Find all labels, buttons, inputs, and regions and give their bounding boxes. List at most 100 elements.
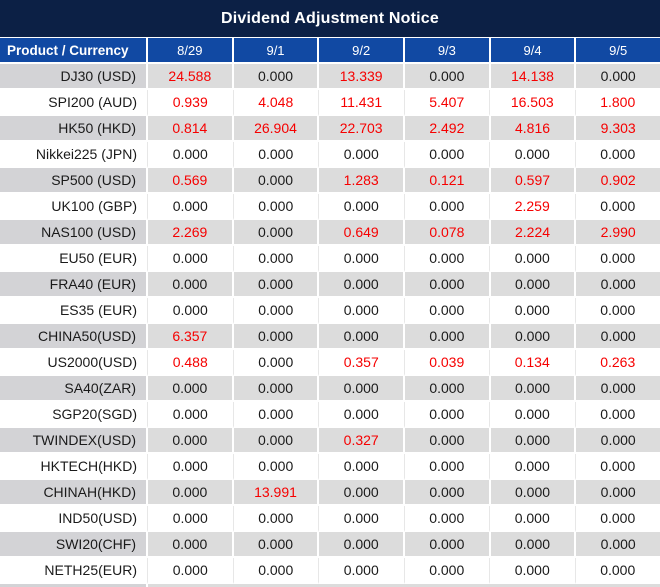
- product-label-cell: SWI20(CHF): [0, 532, 148, 558]
- product-label-cell: IND50(USD): [0, 506, 148, 532]
- value-cell: 0.134: [490, 350, 576, 376]
- value-cell: 0.000: [404, 246, 490, 272]
- value-cell: 0.000: [575, 558, 660, 584]
- value-cell: 16.503: [490, 90, 576, 116]
- value-cell: 13.339: [319, 64, 406, 90]
- product-label-cell: FRA40 (EUR): [0, 272, 148, 298]
- value-cell: 0.000: [575, 142, 660, 168]
- value-cell: 0.000: [490, 480, 577, 506]
- value-cell: 4.048: [233, 90, 319, 116]
- value-cell: 0.000: [576, 480, 660, 506]
- value-cell: 0.000: [490, 558, 576, 584]
- value-cell: 0.000: [148, 246, 234, 272]
- value-cell: 6.357: [148, 324, 234, 350]
- value-cell: 0.000: [148, 298, 234, 324]
- value-cell: 0.000: [319, 272, 406, 298]
- value-cell: 0.000: [233, 350, 319, 376]
- table-row: DJ30 (USD) 24.588 0.000 13.339 0.000 14.…: [0, 64, 660, 90]
- value-cell: 2.259: [490, 194, 576, 220]
- value-cell: 2.269: [148, 220, 234, 246]
- table-title: Dividend Adjustment Notice: [0, 0, 660, 38]
- value-cell: 0.000: [404, 454, 490, 480]
- value-cell: 0.000: [148, 558, 234, 584]
- product-label-cell: DJ30 (USD): [0, 64, 148, 90]
- value-cell: 26.904: [233, 116, 320, 142]
- partial-next-row-values: [148, 584, 660, 587]
- product-label-cell: NETH25(EUR): [0, 558, 148, 584]
- partial-next-row-label-cell: [0, 584, 148, 587]
- value-cell: 9.303: [576, 116, 660, 142]
- value-cell: 0.000: [576, 376, 660, 402]
- table-row: NAS100 (USD) 2.269 0.000 0.649 0.078 2.2…: [0, 220, 660, 246]
- value-cell: 0.814: [148, 116, 234, 142]
- value-cell: 0.000: [148, 480, 234, 506]
- product-label-cell: CHINA50(USD): [0, 324, 148, 350]
- value-cell: 0.000: [148, 272, 234, 298]
- column-header-date-5: 9/4: [490, 38, 577, 64]
- column-header-product-currency: Product / Currency: [0, 38, 148, 64]
- product-label-cell: CHINAH(HKD): [0, 480, 148, 506]
- value-cell: 1.800: [575, 90, 660, 116]
- value-cell: 2.224: [490, 220, 577, 246]
- header-row: Product / Currency 8/29 9/1 9/2 9/3 9/4 …: [0, 38, 660, 64]
- value-cell: 0.000: [490, 532, 577, 558]
- value-cell: 0.000: [148, 376, 234, 402]
- table-row: SP500 (USD) 0.569 0.000 1.283 0.121 0.59…: [0, 168, 660, 194]
- product-label-cell: HK50 (HKD): [0, 116, 148, 142]
- value-cell: 0.000: [405, 428, 491, 454]
- table-row: CHINAH(HKD) 0.000 13.991 0.000 0.000 0.0…: [0, 480, 660, 506]
- value-cell: 0.000: [405, 272, 491, 298]
- value-cell: 0.569: [148, 168, 234, 194]
- value-cell: 0.000: [576, 64, 660, 90]
- value-cell: 22.703: [319, 116, 406, 142]
- product-label-cell: SP500 (USD): [0, 168, 148, 194]
- value-cell: 0.000: [233, 428, 320, 454]
- value-cell: 0.000: [233, 298, 319, 324]
- value-cell: 0.000: [148, 532, 234, 558]
- table-row: UK100 (GBP) 0.000 0.000 0.000 0.000 2.25…: [0, 194, 660, 220]
- value-cell: 0.000: [490, 142, 576, 168]
- table-row: SWI20(CHF) 0.000 0.000 0.000 0.000 0.000…: [0, 532, 660, 558]
- value-cell: 2.492: [405, 116, 491, 142]
- value-cell: 0.000: [576, 532, 660, 558]
- table-row: FRA40 (EUR) 0.000 0.000 0.000 0.000 0.00…: [0, 272, 660, 298]
- value-cell: 0.000: [490, 402, 576, 428]
- table-row: ES35 (EUR) 0.000 0.000 0.000 0.000 0.000…: [0, 298, 660, 324]
- value-cell: 24.588: [148, 64, 234, 90]
- value-cell: 0.000: [405, 376, 491, 402]
- column-header-date-3: 9/2: [319, 38, 406, 64]
- value-cell: 0.000: [405, 532, 491, 558]
- value-cell: 0.000: [576, 324, 660, 350]
- value-cell: 0.902: [576, 168, 660, 194]
- value-cell: 0.000: [575, 246, 660, 272]
- value-cell: 0.000: [233, 142, 319, 168]
- value-cell: 2.990: [576, 220, 660, 246]
- value-cell: 0.000: [319, 324, 406, 350]
- value-cell: 0.000: [233, 246, 319, 272]
- value-cell: 0.000: [405, 480, 491, 506]
- value-cell: 0.000: [233, 194, 319, 220]
- value-cell: 0.939: [148, 90, 234, 116]
- table-row: SGP20(SGD) 0.000 0.000 0.000 0.000 0.000…: [0, 402, 660, 428]
- product-label-cell: TWINDEX(USD): [0, 428, 148, 454]
- value-cell: 0.000: [319, 142, 405, 168]
- value-cell: 0.000: [575, 454, 660, 480]
- table-row: SA40(ZAR) 0.000 0.000 0.000 0.000 0.000 …: [0, 376, 660, 402]
- value-cell: 11.431: [319, 90, 405, 116]
- value-cell: 0.000: [233, 168, 320, 194]
- value-cell: 0.000: [148, 428, 234, 454]
- value-cell: 0.000: [490, 506, 576, 532]
- value-cell: 0.000: [319, 506, 405, 532]
- value-cell: 0.000: [490, 272, 577, 298]
- value-cell: 14.138: [490, 64, 577, 90]
- product-label-cell: Nikkei225 (JPN): [0, 142, 148, 168]
- value-cell: 0.000: [319, 454, 405, 480]
- table-row: US2000(USD) 0.488 0.000 0.357 0.039 0.13…: [0, 350, 660, 376]
- value-cell: 0.000: [490, 428, 577, 454]
- value-cell: 0.000: [576, 428, 660, 454]
- value-cell: 13.991: [233, 480, 320, 506]
- value-cell: 0.000: [404, 194, 490, 220]
- product-label-cell: EU50 (EUR): [0, 246, 148, 272]
- table-body: DJ30 (USD) 24.588 0.000 13.339 0.000 14.…: [0, 64, 660, 584]
